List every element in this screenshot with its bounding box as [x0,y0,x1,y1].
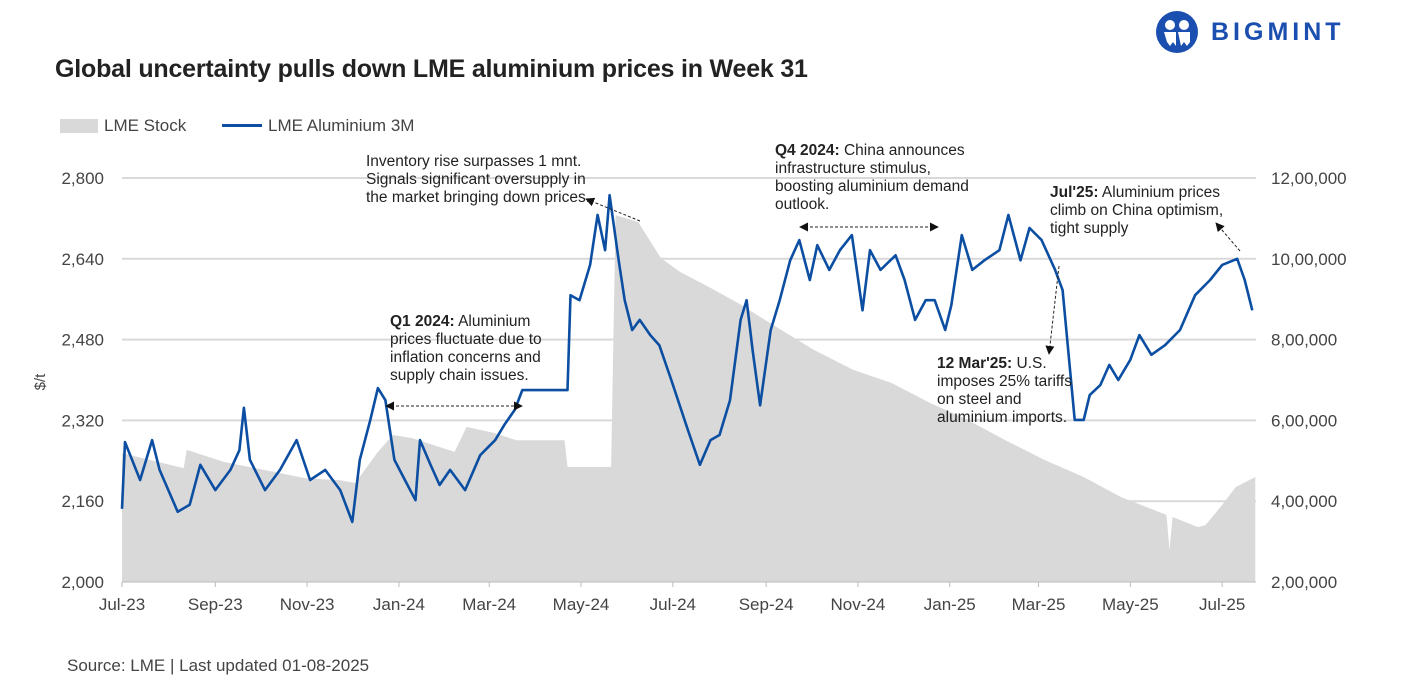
annotation-q4-2024-bold: Q4 2024: [775,142,840,159]
price-line [120,193,1254,524]
annotation-mar25-bold: 12 Mar'25: [937,355,1013,372]
annotation-q4-2024: Q4 2024: China announces infrastructure … [775,142,990,214]
x-tick-label: Sep-24 [739,595,794,614]
x-tick-label: Mar-24 [462,595,516,614]
x-tick-label: Jul-24 [650,595,696,614]
y-tick-label: 2,480 [61,331,104,350]
annotation-inventory: Inventory rise surpasses 1 mnt. Signals … [366,153,601,207]
annotation-mar25-text: U.S. imposes 25% tariffs on steel and al… [937,355,1072,426]
annotation-inventory-text: Inventory rise surpasses 1 mnt. Signals … [366,153,591,206]
annotation-q1-2024: Q1 2024: Aluminium prices fluctuate due … [390,313,560,385]
source-note: Source: LME | Last updated 01-08-2025 [67,656,370,675]
y2-tick-label: 2,00,000 [1271,573,1337,592]
y-axis-label: $/t [32,373,49,391]
annotation-mar25: 12 Mar'25: U.S. imposes 25% tariffs on s… [937,355,1087,427]
x-tick-label: Nov-23 [280,595,335,614]
stock-area [122,215,1256,582]
annotation-q4-2024-text: China announces infrastructure stimulus,… [775,142,969,213]
annotation-q1-2024-bold: Q1 2024: [390,313,455,330]
y2-tick-label: 8,00,000 [1271,331,1337,350]
x-tick-label: May-24 [553,595,610,614]
legend-label-price: LME Aluminium 3M [268,116,415,135]
annotation-jul25: Jul'25: Aluminium prices climb on China … [1050,184,1250,238]
x-tick-label: May-25 [1102,595,1159,614]
y-tick-label: 2,640 [61,250,104,269]
x-tick-label: Jul-23 [99,595,145,614]
y2-tick-label: 10,00,000 [1271,250,1347,269]
y-tick-label: 2,160 [61,492,104,511]
jul25-arrow [1215,222,1241,252]
x-tick-label: Jan-25 [924,595,976,614]
price-points [121,195,1253,523]
legend-swatch-stock [60,119,98,133]
x-tick-label: Jul-25 [1199,595,1245,614]
x-tick-label: Jan-24 [373,595,425,614]
bigmint-logo: BIGMINT [1155,10,1345,54]
legend-label-stock: LME Stock [104,116,187,135]
x-tick-label: Sep-23 [188,595,243,614]
annotation-jul25-text: Aluminium prices climb on China optimism… [1050,184,1224,237]
x-tick-label: Nov-24 [831,595,886,614]
annotation-jul25-bold: Jul'25: [1050,184,1099,201]
annotation-q1-2024-text: Aluminium prices fluctuate due to inflat… [390,313,542,384]
y2-tick-label: 12,00,000 [1271,169,1347,188]
logo-people-icon [1156,11,1198,53]
legend-swatch-price [222,124,262,127]
x-tick-label: Mar-25 [1012,595,1066,614]
y-tick-label: 2,000 [61,573,104,592]
chart-title: Global uncertainty pulls down LME alumin… [55,55,808,83]
y2-tick-label: 4,00,000 [1271,492,1337,511]
y-tick-label: 2,800 [61,169,104,188]
y2-tick-label: 6,00,000 [1271,411,1337,430]
logo-text: BIGMINT [1211,17,1345,46]
y-tick-label: 2,320 [61,411,104,430]
